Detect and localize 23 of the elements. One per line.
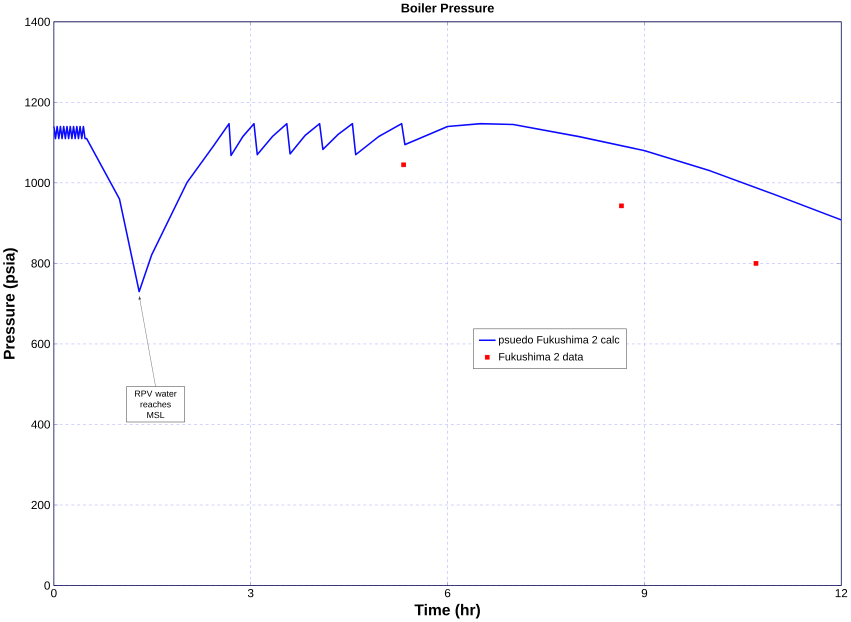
x-tick-label: 12 xyxy=(836,589,848,598)
y-tick-label: 1000 xyxy=(25,178,50,188)
chart-title: Boiler Pressure xyxy=(402,3,494,13)
x-tick-label: 9 xyxy=(642,589,648,598)
x-tick-label: 3 xyxy=(248,589,254,598)
y-tick-label: 0 xyxy=(44,582,50,590)
y-tick-label: 1400 xyxy=(25,18,50,26)
point xyxy=(619,204,624,208)
x-axis-title: Time (hr) xyxy=(414,604,480,619)
y-axis-title: Pressure (psia) xyxy=(3,248,18,360)
x-tick-label: 6 xyxy=(444,589,450,598)
y-tick-label: 1200 xyxy=(25,98,50,107)
y-tick-label: 800 xyxy=(31,259,50,268)
point xyxy=(401,162,406,168)
y-tick-label: 200 xyxy=(32,501,50,510)
line-series xyxy=(53,123,842,293)
point xyxy=(754,261,758,266)
legend-label: psuedo Fukushima 2 calc xyxy=(499,336,620,346)
y-tick-label: 400 xyxy=(31,420,50,429)
legend-label: Fukushima 2 data xyxy=(499,352,584,361)
x-tick-label: 0 xyxy=(51,589,57,598)
y-tick-label: 600 xyxy=(32,340,50,348)
annotation: RPV water reaches MSL xyxy=(135,390,177,418)
